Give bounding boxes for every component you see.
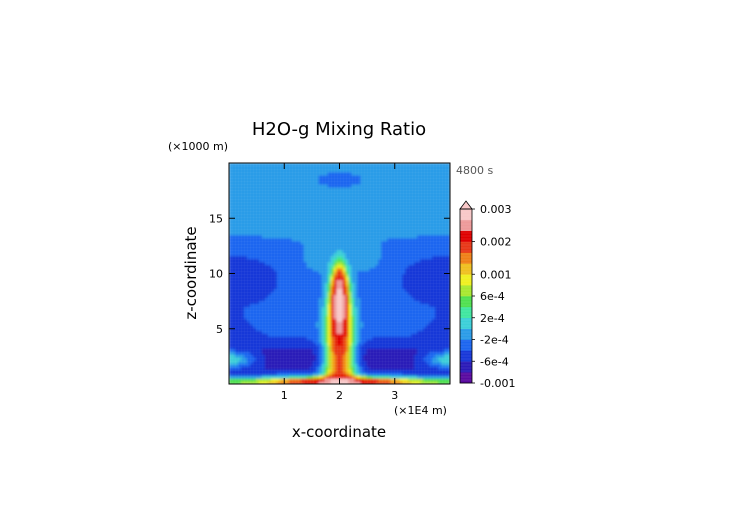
heatmap-field	[229, 163, 450, 384]
chart-title: H2O-g Mixing Ratio	[252, 119, 426, 140]
time-label: 4800 s	[456, 164, 493, 177]
y-unit-label: (×1000 m)	[168, 140, 228, 153]
